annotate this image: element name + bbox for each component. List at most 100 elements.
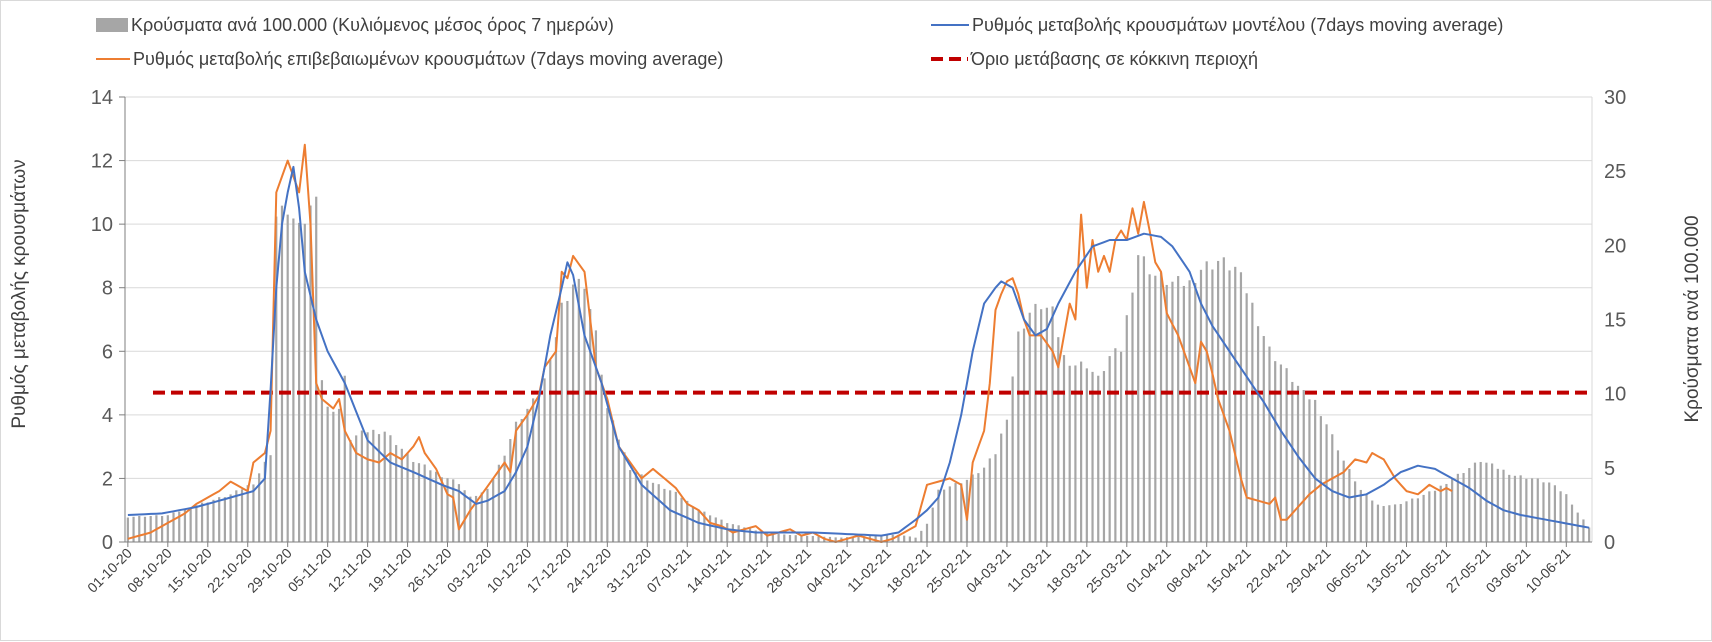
data-bar (1022, 328, 1026, 542)
data-bar (297, 222, 301, 542)
data-bar (880, 535, 883, 542)
data-bar (258, 473, 261, 542)
data-bar (800, 535, 803, 542)
data-bar (1194, 283, 1197, 542)
data-bar (178, 511, 181, 542)
data-bar (1051, 306, 1054, 542)
data-bar (1565, 494, 1568, 542)
data-bar (1473, 462, 1477, 542)
data-bar (1433, 490, 1437, 542)
data-bar (646, 480, 649, 542)
data-bar (532, 398, 535, 542)
x-tick-label: 04-02-21 (803, 545, 854, 596)
data-bar (1102, 371, 1106, 542)
data-bar (1365, 493, 1368, 542)
data-bar (1045, 307, 1048, 542)
data-bar (982, 467, 986, 542)
data-bar (920, 530, 923, 542)
legend-label-confirmed: Ρυθμός μεταβολής επιβεβαιωμένων κρουσμάτ… (133, 49, 723, 69)
data-bar (240, 489, 244, 542)
data-bar (629, 470, 632, 542)
data-bar (1011, 376, 1014, 542)
data-bar (971, 474, 974, 542)
legend-label-threshold: Όριο μετάβασης σε κόκκινη περιοχή (970, 49, 1258, 69)
data-bar (1405, 501, 1408, 542)
data-bar (857, 536, 860, 542)
data-bar (440, 477, 443, 542)
data-bar (1074, 365, 1077, 542)
data-bar (817, 536, 820, 542)
data-bar (1154, 275, 1157, 542)
data-bar (954, 483, 957, 542)
y-tick-label-left: 8 (102, 278, 113, 300)
data-bar (720, 519, 723, 542)
data-bar (183, 508, 187, 542)
data-bar (1239, 272, 1243, 542)
data-bar (514, 421, 518, 542)
data-bar (235, 490, 238, 542)
data-bar (794, 535, 797, 542)
data-bar (1268, 346, 1271, 542)
data-bar (617, 439, 620, 542)
data-bar (651, 482, 655, 542)
data-bar (1005, 419, 1009, 542)
data-bar (1348, 468, 1351, 542)
data-bar (166, 515, 169, 542)
data-bar (537, 396, 540, 542)
x-tick-label: 29-10-20 (244, 545, 295, 596)
data-bar (914, 537, 917, 542)
data-bar (434, 471, 438, 542)
data-bar (1582, 519, 1585, 542)
data-bar (1199, 269, 1203, 542)
data-bar (1548, 482, 1551, 542)
data-bar (309, 205, 312, 542)
data-bar (1519, 475, 1522, 542)
y-tick-label-left: 10 (91, 214, 113, 236)
data-bar (1588, 527, 1591, 542)
data-bar (423, 464, 426, 542)
data-bar (172, 512, 175, 542)
data-bar (200, 502, 204, 542)
data-bar (377, 434, 381, 542)
data-bar (1388, 505, 1391, 542)
data-bar (332, 411, 335, 542)
data-bar (771, 533, 774, 542)
data-bar (960, 483, 963, 542)
data-bar (1228, 270, 1231, 542)
y-tick-label-left: 2 (102, 468, 113, 490)
data-bar (486, 488, 489, 542)
data-bar (760, 531, 763, 542)
data-bar (777, 533, 780, 542)
data-bar (1302, 390, 1305, 542)
data-bar (1451, 478, 1454, 542)
data-bar (680, 497, 683, 542)
data-bar (1314, 399, 1317, 542)
data-bar (948, 486, 951, 542)
data-bar (931, 507, 934, 542)
data-bar (349, 440, 352, 542)
data-bar (737, 525, 740, 542)
data-bar (474, 495, 478, 542)
data-bar (1142, 256, 1146, 542)
data-bar (1097, 375, 1100, 542)
data-bar (554, 337, 558, 542)
data-bar (714, 517, 717, 542)
data-bar (943, 489, 946, 542)
y-ticks-left: 0 2 4 6 8 10 12 14 (91, 87, 125, 554)
data-bar (1354, 481, 1357, 542)
data-bar (788, 535, 792, 542)
data-bar (611, 420, 615, 542)
data-bar (520, 419, 523, 542)
data-bar (223, 497, 226, 542)
data-bar (383, 431, 386, 542)
data-bar (1108, 356, 1111, 542)
data-bar (195, 505, 198, 542)
y-axis-title-left: Ρυθμός μεταβολής κρουσμάτων (9, 159, 30, 428)
data-bar (1080, 361, 1083, 542)
data-bar (463, 490, 466, 542)
data-bar (492, 478, 495, 542)
data-bar (132, 516, 135, 542)
data-bar (1485, 462, 1488, 542)
data-bar (623, 452, 626, 542)
data-bar (657, 484, 660, 542)
